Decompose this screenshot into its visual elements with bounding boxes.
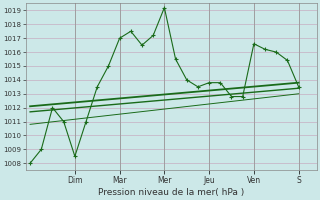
X-axis label: Pression niveau de la mer( hPa ): Pression niveau de la mer( hPa ) (98, 188, 244, 197)
